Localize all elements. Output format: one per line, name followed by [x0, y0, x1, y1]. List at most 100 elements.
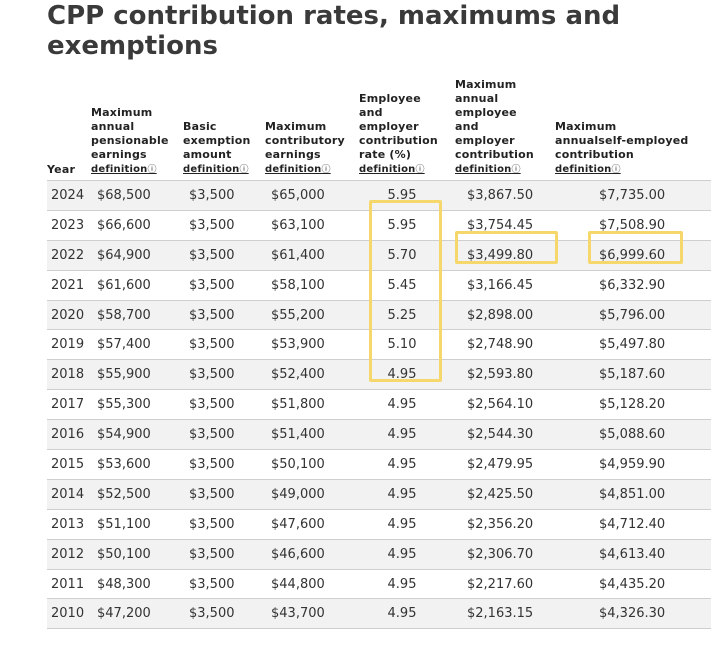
cell-basic-exemption: $3,500 — [183, 239, 265, 271]
cell-year: 2016 — [47, 419, 91, 450]
definition-link-contribution-rate[interactable]: definitionⓘ — [359, 164, 425, 175]
question-circle-icon: ⓘ — [321, 165, 331, 175]
cell-max-contributory: $53,900 — [265, 329, 359, 360]
cell-max-employee-employer: $3,166.45 — [455, 269, 555, 301]
cell-year: 2010 — [47, 598, 91, 630]
cell-max-employee-employer: $2,306.70 — [455, 538, 555, 570]
cell-year: 2015 — [47, 449, 91, 480]
definition-link-max-employee-employer[interactable]: definitionⓘ — [455, 164, 521, 175]
cell-max-employee-employer: $3,499.80 — [455, 239, 555, 271]
cell-max-employee-employer: $2,748.90 — [455, 329, 555, 360]
cpp-rates-table: Year Maximum annual pensionable earnings… — [47, 78, 711, 630]
cell-basic-exemption: $3,500 — [183, 329, 265, 360]
cell-max-self-employed: $4,435.20 — [555, 568, 711, 599]
cell-contribution-rate: 4.95 — [359, 508, 455, 540]
cell-max-pensionable: $57,400 — [91, 329, 183, 360]
cell-max-pensionable: $64,900 — [91, 239, 183, 271]
cell-max-contributory: $50,100 — [265, 449, 359, 480]
cell-max-pensionable: $48,300 — [91, 568, 183, 599]
cell-basic-exemption: $3,500 — [183, 538, 265, 570]
cell-max-employee-employer: $2,544.30 — [455, 419, 555, 450]
cell-max-self-employed: $4,851.00 — [555, 478, 711, 510]
cell-max-employee-employer: $2,356.20 — [455, 508, 555, 540]
table-row: 2013 $51,100 $3,500 $47,600 4.95 $2,356.20 $4,… — [47, 508, 711, 540]
cell-year: 2014 — [47, 478, 91, 510]
cell-max-contributory: $61,400 — [265, 239, 359, 271]
cell-max-contributory: $65,000 — [265, 180, 359, 211]
cell-max-pensionable: $55,300 — [91, 389, 183, 420]
cell-max-self-employed: $7,508.90 — [555, 209, 711, 241]
cell-year: 2020 — [47, 299, 91, 330]
table-row: 2015 $53,600 $3,500 $50,100 4.95 $2,479.95 $4,… — [47, 449, 711, 480]
cell-max-self-employed: $5,497.80 — [555, 329, 711, 360]
cell-contribution-rate: 4.95 — [359, 568, 455, 599]
cell-max-self-employed: $6,332.90 — [555, 269, 711, 301]
cell-contribution-rate: 5.10 — [359, 329, 455, 360]
header-basic-exemption: Basic exemption amount definitionⓘ — [183, 120, 251, 175]
cell-max-employee-employer: $3,867.50 — [455, 180, 555, 211]
cell-max-employee-employer: $2,163.15 — [455, 598, 555, 630]
cell-max-pensionable: $50,100 — [91, 538, 183, 570]
header-year: Year — [47, 163, 76, 176]
cell-basic-exemption: $3,500 — [183, 209, 265, 241]
cell-contribution-rate: 5.95 — [359, 209, 455, 241]
cell-basic-exemption: $3,500 — [183, 568, 265, 599]
cell-max-pensionable: $54,900 — [91, 419, 183, 450]
cell-year: 2012 — [47, 538, 91, 570]
table-row: 2018 $55,900 $3,500 $52,400 4.95 $2,593.80 $5,… — [47, 359, 711, 390]
table-row: 2011 $48,300 $3,500 $44,800 4.95 $2,217.60 $4,… — [47, 568, 711, 599]
cell-max-self-employed: $4,959.90 — [555, 449, 711, 480]
question-circle-icon: ⓘ — [415, 165, 425, 175]
definition-link-max-self-employed[interactable]: definitionⓘ — [555, 164, 621, 175]
cell-year: 2022 — [47, 239, 91, 271]
table-row: 2016 $54,900 $3,500 $51,400 4.95 $2,544.30 $5,… — [47, 419, 711, 450]
cell-max-employee-employer: $2,425.50 — [455, 478, 555, 510]
question-circle-icon: ⓘ — [611, 165, 621, 175]
definition-link-basic-exemption[interactable]: definitionⓘ — [183, 164, 249, 175]
definition-link-max-contributory[interactable]: definitionⓘ — [265, 164, 331, 175]
cell-max-self-employed: $4,326.30 — [555, 598, 711, 630]
cell-basic-exemption: $3,500 — [183, 449, 265, 480]
cell-max-pensionable: $55,900 — [91, 359, 183, 390]
cell-max-employee-employer: $2,593.80 — [455, 359, 555, 390]
cell-basic-exemption: $3,500 — [183, 419, 265, 450]
cell-contribution-rate: 4.95 — [359, 359, 455, 390]
cell-basic-exemption: $3,500 — [183, 269, 265, 301]
cell-max-contributory: $51,400 — [265, 419, 359, 450]
table-row: 2022 $64,900 $3,500 $61,400 5.70 $3,499.80 $6,… — [47, 239, 711, 271]
cell-max-self-employed: $5,796.00 — [555, 299, 711, 330]
cell-contribution-rate: 5.95 — [359, 180, 455, 211]
cell-max-contributory: $52,400 — [265, 359, 359, 390]
table-row: 2024 $68,500 $3,500 $65,000 5.95 $3,867.50 $7,… — [47, 180, 711, 211]
table-header-row: Year Maximum annual pensionable earnings… — [47, 78, 711, 181]
question-circle-icon: ⓘ — [147, 165, 157, 175]
cell-max-self-employed: $5,187.60 — [555, 359, 711, 390]
cell-year: 2011 — [47, 568, 91, 599]
cell-basic-exemption: $3,500 — [183, 299, 265, 330]
cell-max-contributory: $58,100 — [265, 269, 359, 301]
header-max-employee-employer: Maximum annual employee and employer con… — [455, 78, 534, 175]
definition-link-max-pensionable[interactable]: definitionⓘ — [91, 164, 157, 175]
cell-basic-exemption: $3,500 — [183, 478, 265, 510]
cell-basic-exemption: $3,500 — [183, 389, 265, 420]
cell-max-employee-employer: $2,564.10 — [455, 389, 555, 420]
table-row: 2023 $66,600 $3,500 $63,100 5.95 $3,754.45 $7,… — [47, 209, 711, 241]
cell-year: 2023 — [47, 209, 91, 241]
header-max-self-employed: Maximum annualself-employed contribution… — [555, 120, 689, 175]
cell-max-pensionable: $51,100 — [91, 508, 183, 540]
cell-contribution-rate: 4.95 — [359, 598, 455, 630]
cell-contribution-rate: 4.95 — [359, 538, 455, 570]
cell-max-self-employed: $5,088.60 — [555, 419, 711, 450]
header-max-contributory: Maximum contributory earnings definition… — [265, 120, 345, 175]
cell-contribution-rate: 5.70 — [359, 239, 455, 271]
table-row: 2020 $58,700 $3,500 $55,200 5.25 $2,898.00 $5,… — [47, 299, 711, 330]
cell-max-self-employed: $7,735.00 — [555, 180, 711, 211]
cell-max-employee-employer: $2,217.60 — [455, 568, 555, 599]
question-circle-icon: ⓘ — [239, 165, 249, 175]
table-row: 2014 $52,500 $3,500 $49,000 4.95 $2,425.50 $4,… — [47, 478, 711, 510]
cell-max-pensionable: $68,500 — [91, 180, 183, 211]
cell-max-contributory: $47,600 — [265, 508, 359, 540]
cell-year: 2021 — [47, 269, 91, 301]
cell-max-contributory: $43,700 — [265, 598, 359, 630]
header-max-pensionable: Maximum annual pensionable earnings defi… — [91, 106, 169, 175]
